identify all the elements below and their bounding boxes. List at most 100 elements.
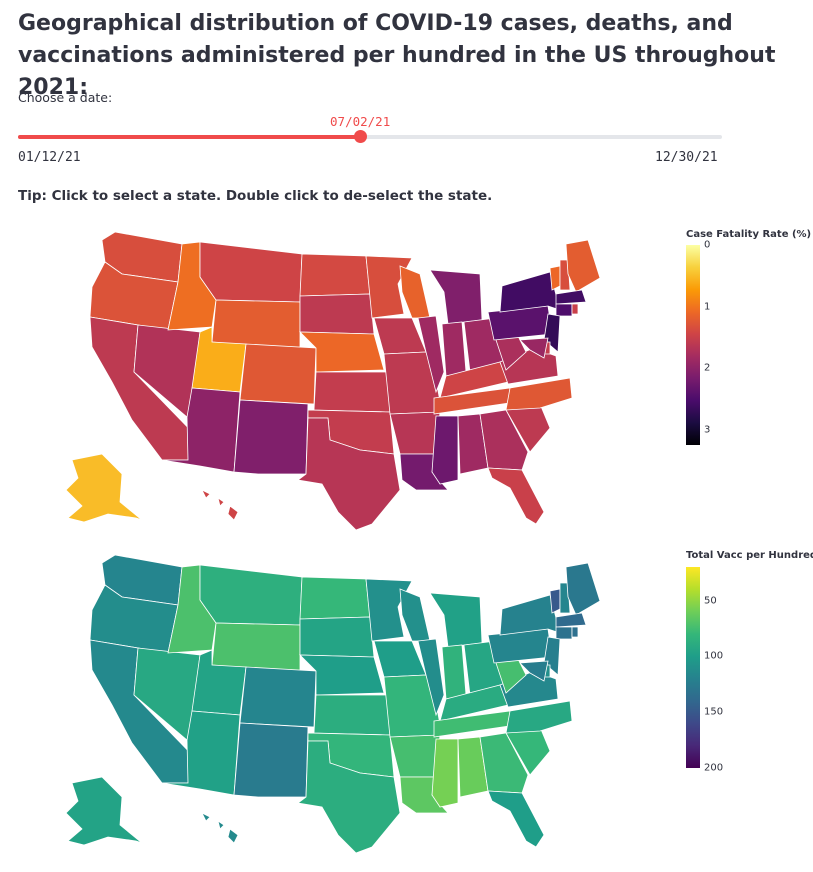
- state-mt-shape[interactable]: [199, 564, 303, 626]
- state-tx-shape[interactable]: [297, 740, 401, 854]
- state-hi[interactable]: [201, 812, 239, 844]
- state-nc-shape[interactable]: [505, 700, 573, 734]
- state-in-shape[interactable]: [441, 644, 467, 700]
- state-fl-shape[interactable]: [487, 467, 545, 525]
- state-vt-shape[interactable]: [549, 265, 561, 291]
- state-ny[interactable]: [499, 594, 561, 636]
- state-in[interactable]: [441, 321, 467, 377]
- state-ks[interactable]: [313, 371, 391, 413]
- state-mi[interactable]: [429, 592, 483, 648]
- state-az[interactable]: [161, 710, 241, 796]
- state-me[interactable]: [565, 239, 601, 293]
- vaccination-map[interactable]: [60, 545, 660, 855]
- state-ne-shape[interactable]: [299, 331, 385, 373]
- state-co[interactable]: [239, 343, 317, 405]
- state-nd-shape[interactable]: [299, 576, 371, 620]
- state-ri-shape[interactable]: [571, 626, 579, 638]
- state-ga-shape[interactable]: [479, 732, 529, 794]
- state-ms-shape[interactable]: [431, 738, 459, 808]
- state-ar-shape[interactable]: [389, 411, 441, 455]
- state-mo-shape[interactable]: [383, 351, 443, 415]
- state-me-shape[interactable]: [565, 562, 601, 616]
- state-ia-shape[interactable]: [373, 317, 427, 355]
- state-ms-shape[interactable]: [431, 415, 459, 485]
- state-ct-shape[interactable]: [555, 626, 573, 640]
- state-ks[interactable]: [313, 694, 391, 736]
- state-ga[interactable]: [479, 409, 529, 471]
- state-md[interactable]: [519, 660, 549, 682]
- state-mt[interactable]: [199, 564, 303, 626]
- state-ct[interactable]: [555, 626, 573, 640]
- state-ct-shape[interactable]: [555, 303, 573, 317]
- state-hi-shape[interactable]: [227, 505, 239, 521]
- state-hi-shape[interactable]: [217, 820, 225, 830]
- state-co-shape[interactable]: [239, 343, 317, 405]
- state-mi-shape[interactable]: [429, 269, 483, 325]
- state-in-shape[interactable]: [441, 321, 467, 377]
- state-mo-shape[interactable]: [383, 674, 443, 738]
- case-fatality-map[interactable]: [60, 222, 660, 532]
- state-ne[interactable]: [299, 331, 385, 373]
- state-wi[interactable]: [399, 588, 431, 642]
- state-ms[interactable]: [431, 738, 459, 808]
- state-az-shape[interactable]: [161, 387, 241, 473]
- state-nc[interactable]: [505, 700, 573, 734]
- state-ia[interactable]: [373, 640, 427, 678]
- state-mi-shape[interactable]: [429, 592, 483, 648]
- state-hi-shape[interactable]: [217, 497, 225, 507]
- state-mi[interactable]: [429, 269, 483, 325]
- state-fl-shape[interactable]: [487, 790, 545, 848]
- state-mo[interactable]: [383, 674, 443, 738]
- state-ga[interactable]: [479, 732, 529, 794]
- state-mt-shape[interactable]: [199, 241, 303, 303]
- state-ma[interactable]: [555, 612, 587, 628]
- state-nm-shape[interactable]: [233, 399, 309, 475]
- state-il-shape[interactable]: [417, 638, 445, 717]
- state-nc[interactable]: [505, 377, 573, 411]
- state-ar[interactable]: [389, 734, 441, 778]
- state-nd-shape[interactable]: [299, 253, 371, 297]
- state-hi-shape[interactable]: [227, 828, 239, 844]
- state-ms[interactable]: [431, 415, 459, 485]
- state-pa-shape[interactable]: [487, 628, 553, 664]
- state-ia[interactable]: [373, 317, 427, 355]
- state-il-shape[interactable]: [417, 315, 445, 394]
- state-az-shape[interactable]: [161, 710, 241, 796]
- state-nm[interactable]: [233, 399, 309, 475]
- state-pa[interactable]: [487, 305, 553, 341]
- state-ar[interactable]: [389, 411, 441, 455]
- state-vt[interactable]: [549, 588, 561, 614]
- state-ne[interactable]: [299, 654, 385, 696]
- state-me[interactable]: [565, 562, 601, 616]
- state-ak[interactable]: [65, 776, 169, 852]
- state-md[interactable]: [519, 337, 549, 359]
- state-mt[interactable]: [199, 241, 303, 303]
- state-pa[interactable]: [487, 628, 553, 664]
- state-sd[interactable]: [299, 616, 375, 658]
- state-ga-shape[interactable]: [479, 409, 529, 471]
- state-nd[interactable]: [299, 576, 371, 620]
- state-il[interactable]: [417, 638, 445, 717]
- state-co[interactable]: [239, 666, 317, 728]
- state-pa-shape[interactable]: [487, 305, 553, 341]
- state-ks-shape[interactable]: [313, 371, 391, 413]
- state-wi[interactable]: [399, 265, 431, 319]
- state-nd[interactable]: [299, 253, 371, 297]
- state-ak-shape[interactable]: [65, 776, 169, 852]
- state-hi-shape[interactable]: [201, 489, 211, 499]
- state-ri[interactable]: [571, 303, 579, 315]
- state-az[interactable]: [161, 387, 241, 473]
- state-nc-shape[interactable]: [505, 377, 573, 411]
- state-ct[interactable]: [555, 303, 573, 317]
- state-ma-shape[interactable]: [555, 289, 587, 305]
- state-ks-shape[interactable]: [313, 694, 391, 736]
- state-ny-shape[interactable]: [499, 271, 561, 313]
- state-in[interactable]: [441, 644, 467, 700]
- state-ne-shape[interactable]: [299, 654, 385, 696]
- state-ri-shape[interactable]: [571, 303, 579, 315]
- state-nm-shape[interactable]: [233, 722, 309, 798]
- state-wi-shape[interactable]: [399, 265, 431, 319]
- state-ar-shape[interactable]: [389, 734, 441, 778]
- state-ny[interactable]: [499, 271, 561, 313]
- state-ak[interactable]: [65, 453, 169, 529]
